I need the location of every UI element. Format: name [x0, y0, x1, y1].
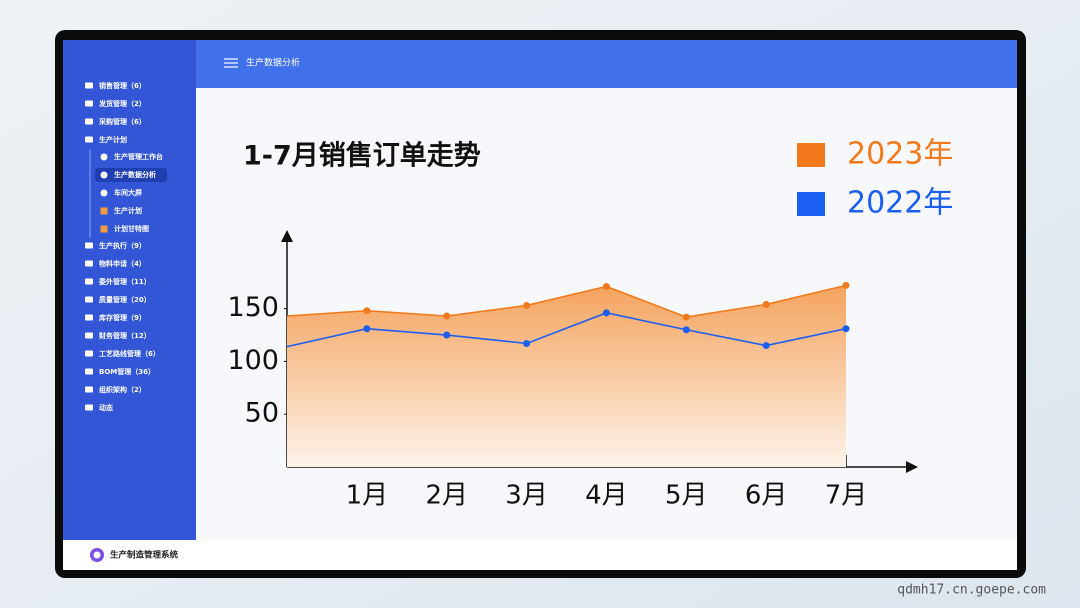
folder-icon: [85, 350, 93, 357]
chart-title: 1-7月销售订单走势: [243, 140, 481, 172]
legend-swatch: [797, 143, 825, 167]
menu-item[interactable]: 销售管理（6）: [98, 81, 146, 90]
folder-icon: [85, 260, 93, 267]
chart-icon: [100, 153, 108, 161]
point: [523, 339, 531, 347]
line: [286, 312, 847, 348]
y-axis-arrow: [281, 230, 293, 242]
point: [363, 325, 371, 333]
point: [363, 307, 371, 315]
brand-logo-inner: [93, 551, 101, 559]
point: [682, 326, 690, 334]
folder-icon: [85, 100, 93, 107]
sidebar: [63, 40, 196, 540]
point: [682, 313, 690, 321]
point: [443, 312, 451, 320]
chart-icon: [100, 189, 108, 197]
point: [762, 342, 770, 350]
menu-item[interactable]: 库存管理（9）: [99, 313, 146, 322]
menu-item[interactable]: BOM管理（36）: [99, 367, 155, 376]
submenu-item[interactable]: 车间大屏: [114, 188, 142, 197]
x-tick-label: 7月: [825, 481, 868, 511]
y-tick-label: 100: [227, 345, 279, 376]
point: [842, 325, 850, 333]
point: [602, 309, 610, 317]
folder-icon: [85, 136, 93, 143]
x-tick-label: 4月: [585, 481, 628, 511]
menu-item[interactable]: 委外管理（11）: [98, 277, 151, 286]
menu-item[interactable]: 生产计划: [99, 135, 127, 144]
folder-icon: [85, 242, 93, 249]
submenu-item[interactable]: 生产管理工作台: [114, 152, 163, 161]
folder-icon: [85, 368, 93, 375]
folder-icon: [85, 386, 93, 393]
point: [842, 281, 850, 289]
y-tick-label: 50: [245, 398, 279, 429]
legend-label: 2023年: [847, 137, 953, 172]
folder-icon: [85, 118, 93, 125]
x-tick-label: 3月: [505, 481, 548, 511]
folder-icon: [85, 278, 93, 285]
x-tick-label: 1月: [346, 481, 389, 511]
legend-swatch: [797, 192, 825, 216]
menu-item[interactable]: 组织架构（2）: [99, 385, 146, 394]
x-tick-label: 6月: [745, 481, 788, 511]
folder-icon: [85, 296, 93, 303]
menu-item[interactable]: 物料申请（4）: [99, 259, 146, 268]
submenu-item[interactable]: 计划甘特图: [114, 224, 149, 233]
header-bar: [196, 40, 1017, 88]
submenu-item[interactable]: 生产计划: [114, 206, 142, 215]
menu-item[interactable]: 发货管理（2）: [98, 99, 146, 108]
brand-name: 生产制造管理系统: [110, 550, 179, 561]
menu-item[interactable]: 动态: [99, 403, 113, 412]
x-tick-label: 2月: [425, 481, 468, 511]
active-highlight: [95, 168, 167, 182]
point: [762, 300, 770, 308]
menu-item[interactable]: 财务管理（12）: [98, 331, 151, 340]
legend-label: 2022年: [847, 186, 953, 221]
folder-icon: [85, 404, 93, 411]
folder-icon: [85, 332, 93, 339]
menu-item[interactable]: 质量管理（20）: [99, 295, 151, 304]
x-tick-label: 5月: [665, 481, 708, 511]
calendar-icon: [100, 225, 108, 233]
header-title: 生产数据分析: [246, 57, 300, 69]
menu-item[interactable]: 生产执行（9）: [99, 241, 146, 250]
calendar-icon: [100, 207, 108, 215]
chart-icon: [100, 171, 108, 179]
y-tick-label: 150: [227, 292, 279, 323]
point: [602, 282, 610, 290]
x-axis-arrow: [906, 461, 918, 473]
submenu-item[interactable]: 生产数据分析: [114, 170, 156, 179]
point: [523, 301, 531, 309]
folder-icon: [85, 82, 93, 89]
menu-item[interactable]: 工艺路线管理（6）: [99, 349, 160, 358]
folder-icon: [85, 314, 93, 321]
area: [287, 285, 846, 467]
menu-item[interactable]: 采购管理（6）: [98, 117, 146, 126]
line: [286, 284, 847, 318]
menu-icon[interactable]: [224, 58, 238, 68]
point: [443, 331, 451, 339]
watermark: qdmh17.cn.goepe.com: [897, 583, 1046, 598]
